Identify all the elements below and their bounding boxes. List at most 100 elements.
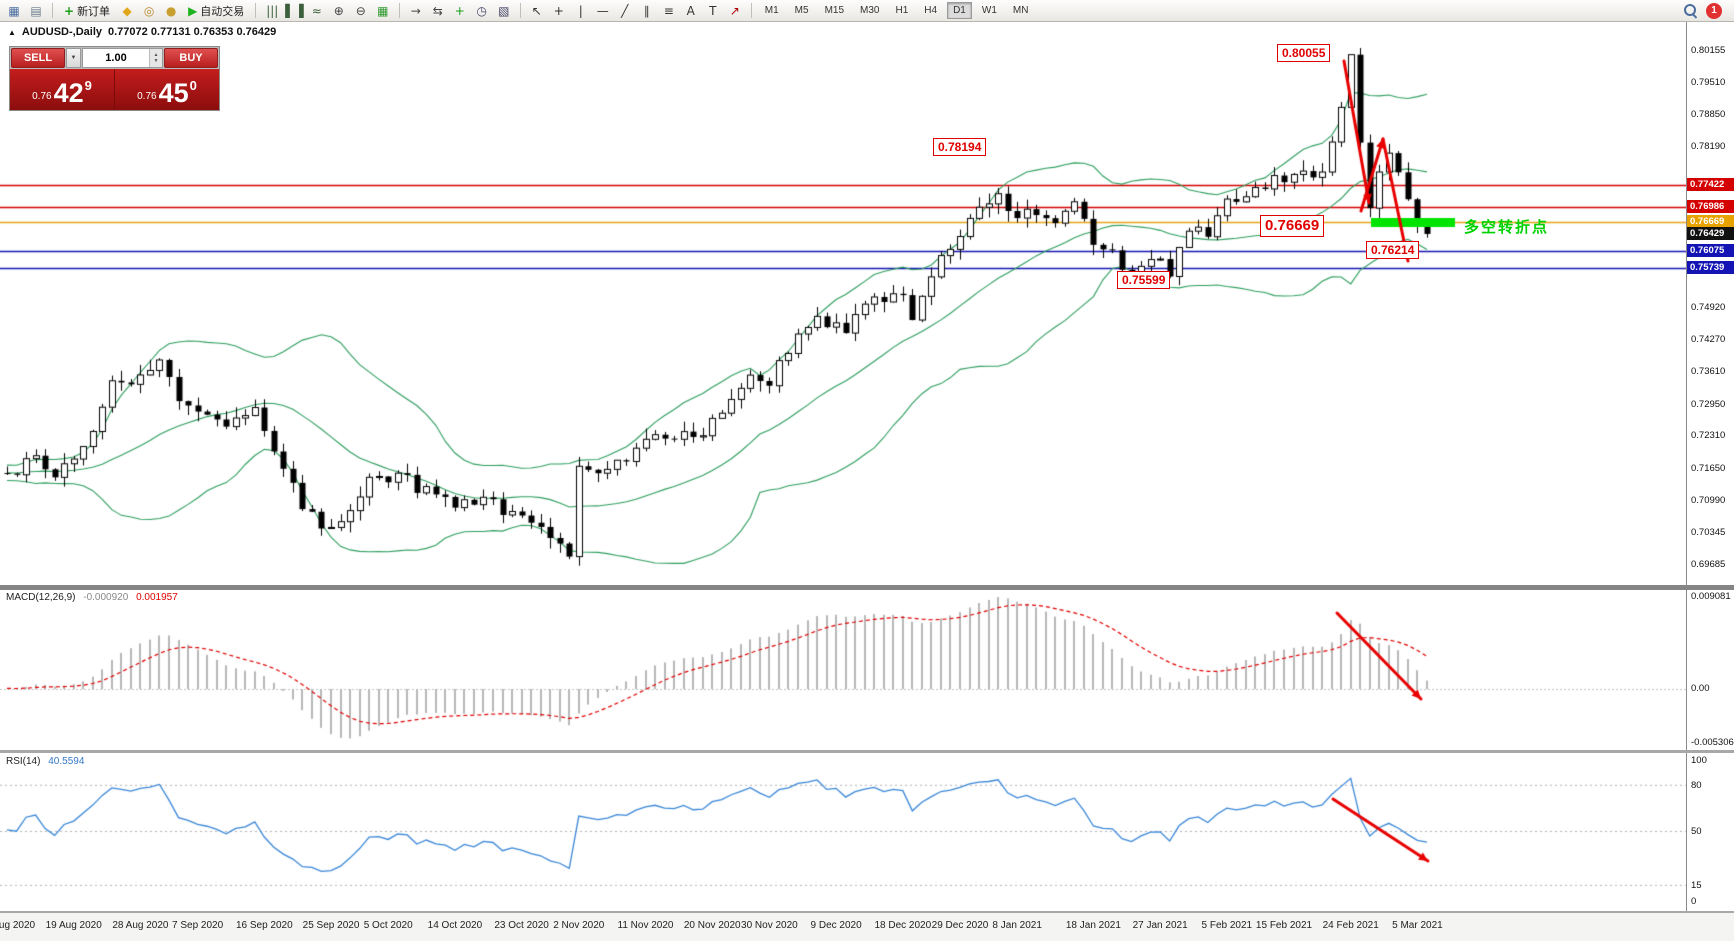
date-label: 30 Nov 2020 [741, 920, 798, 931]
date-label: 8 Jan 2021 [992, 920, 1042, 931]
spinner-down-icon: ▼ [153, 58, 159, 64]
vertical-line-icon[interactable]: | [578, 3, 583, 18]
signals-icon[interactable]: ◎ [143, 3, 155, 18]
toolbar-items: ▦ ▤ + 新订单 ◆ ◎ ● ▶ 自动交易 ||| ▌▐ ≈ ⊕ ⊖ ▦ → ⇆ + ◷ ▧ ↖ + | — ╱ ∥ ≡ A T ↗ M1… [4, 2, 1035, 20]
trade-panel-prices: 0.76 42 9 0.76 45 0 [10, 69, 219, 110]
chart-symbol-period: AUDUSD-,Daily [21, 26, 102, 38]
chart-collapse-icon[interactable]: ▲ [8, 27, 16, 37]
chart-shift-icon[interactable]: ⇆ [432, 3, 443, 18]
autotrading-button-icon: ▶ [188, 3, 198, 18]
autotrading-button[interactable]: ▶ 自动交易 [183, 2, 249, 20]
chart-canvas[interactable] [0, 22, 1686, 913]
fibonacci-icon[interactable]: ≡ [663, 3, 674, 18]
new-order-button[interactable]: + 新订单 [59, 2, 115, 20]
toolbar: ▦ ▤ + 新订单 ◆ ◎ ● ▶ 自动交易 ||| ▌▐ ≈ ⊕ ⊖ ▦ → ⇆ + ◷ ▧ ↖ + | — ╱ ∥ ≡ A T ↗ M1… [0, 0, 1734, 22]
new-order-button-label: 新订单 [77, 5, 111, 18]
sell-price-sup: 9 [84, 78, 92, 93]
date-label: 16 Sep 2020 [235, 920, 293, 931]
auto-scroll-icon[interactable]: → [410, 3, 421, 18]
buy-button[interactable]: BUY [164, 48, 218, 68]
macd-label: MACD(12,26,9) -0.000920 0.001957 [6, 592, 183, 603]
pane-separator[interactable] [0, 911, 1734, 913]
arrows-icon[interactable]: ↗ [729, 3, 740, 18]
metaeditor-diamond-icon[interactable]: ◆ [122, 3, 132, 18]
bar-chart-icon[interactable]: ||| [266, 3, 279, 18]
toolbar-separator [519, 3, 521, 18]
pane-separator[interactable] [0, 750, 1734, 753]
candlestick-chart-icon[interactable]: ▌▐ [285, 3, 304, 18]
horizontal-line-icon[interactable]: — [596, 3, 609, 18]
price-tag: 0.76214 [1366, 241, 1420, 259]
price-scale-label: 0.71650 [1691, 462, 1726, 474]
price-scale-marker: 0.75739 [1687, 260, 1734, 274]
notification-badge[interactable]: 1 [1706, 2, 1722, 19]
price-scale-marker: 0.76986 [1687, 199, 1734, 213]
price-scale-marker: 0.77422 [1687, 178, 1734, 192]
price-scale-label: 0.72310 [1691, 430, 1726, 442]
chart-title: ▲ AUDUSD-,Daily 0.77072 0.77131 0.76353 … [8, 26, 276, 38]
trendline-icon[interactable]: ╱ [621, 3, 629, 18]
timeframe-M15[interactable]: M15 [824, 5, 845, 16]
date-label: 5 Feb 2021 [1201, 920, 1253, 931]
price-scale-label: 0.70345 [1691, 526, 1726, 538]
timeframe-D1[interactable]: D1 [947, 2, 972, 19]
profiles-icon[interactable]: ▤ [30, 3, 42, 18]
rsi-name: RSI(14) [6, 756, 41, 767]
timeframe-M1[interactable]: M1 [764, 5, 779, 16]
templates-icon[interactable]: ▧ [498, 3, 510, 18]
new-chart-icon[interactable]: ▦ [8, 3, 20, 18]
buy-price-prefix: 0.76 [137, 91, 157, 102]
market-icon[interactable]: ● [165, 3, 177, 18]
buy-price[interactable]: 0.76 45 0 [115, 69, 219, 110]
chevron-down-icon: ▼ [70, 55, 77, 61]
price-scale-label: 0.69685 [1691, 558, 1726, 570]
rsi-scale-label: 80 [1691, 779, 1702, 791]
rsi-scale-label: 0 [1691, 896, 1697, 907]
sell-dropdown-button[interactable]: ▼ [66, 48, 81, 68]
zoom-out-icon[interactable]: ⊖ [355, 3, 366, 18]
price-tag: 0.75599 [1117, 271, 1171, 289]
macd-scale-label: -0.005306 [1691, 737, 1734, 748]
timeframe-H4[interactable]: H4 [924, 5, 938, 16]
sell-button[interactable]: SELL [11, 48, 65, 68]
price-scale[interactable]: 0.80155 0.79510 0.78850 0.78190 0.74920 0.742… [1686, 22, 1734, 913]
date-label: 5 Mar 2021 [1392, 920, 1443, 931]
volume-spinner[interactable]: ▲ ▼ [149, 49, 162, 67]
autotrading-button-label: 自动交易 [200, 5, 245, 18]
indicators-grid-icon[interactable]: ▦ [377, 3, 389, 18]
date-label: 9 Dec 2020 [810, 920, 862, 931]
timeframe-M5[interactable]: M5 [794, 5, 809, 16]
cursor-icon[interactable]: ↖ [531, 3, 542, 18]
crosshair-icon[interactable]: + [553, 3, 564, 18]
price-scale-label: 0.74920 [1691, 301, 1726, 313]
search-icon[interactable] [1683, 3, 1698, 18]
price-scale-marker: 0.76075 [1687, 244, 1734, 258]
text-label-icon[interactable]: T [709, 3, 717, 18]
sell-price-big: 42 [53, 78, 84, 108]
timeframe-H1[interactable]: H1 [895, 5, 909, 16]
add-indicator-icon[interactable]: + [454, 3, 465, 18]
timeframe-MN[interactable]: MN [1012, 5, 1029, 16]
volume-input[interactable] [83, 49, 149, 67]
line-chart-icon[interactable]: ≈ [311, 3, 322, 18]
rsi-label: RSI(14) 40.5594 [6, 756, 89, 767]
buy-price-sup: 0 [189, 78, 197, 93]
price-scale-marker: 0.76429 [1687, 226, 1734, 240]
text-icon[interactable]: A [686, 3, 695, 18]
macd-scale-label: 0.00 [1691, 683, 1710, 694]
price-scale-label: 0.78850 [1691, 109, 1726, 121]
pane-separator[interactable] [0, 585, 1734, 590]
channel-icon[interactable]: ∥ [643, 3, 650, 18]
periods-icon[interactable]: ◷ [476, 3, 487, 18]
timeframe-W1[interactable]: W1 [981, 5, 997, 16]
price-tag: 0.80055 [1277, 44, 1331, 62]
sell-price[interactable]: 0.76 42 9 [10, 69, 114, 110]
date-label: 7 Sep 2020 [172, 920, 224, 931]
zoom-in-icon[interactable]: ⊕ [333, 3, 344, 18]
macd-name: MACD(12,26,9) [6, 592, 76, 603]
price-scale-label: 0.78190 [1691, 141, 1726, 153]
timeframe-M30[interactable]: M30 [860, 5, 880, 16]
date-label: 25 Sep 2020 [302, 920, 360, 931]
